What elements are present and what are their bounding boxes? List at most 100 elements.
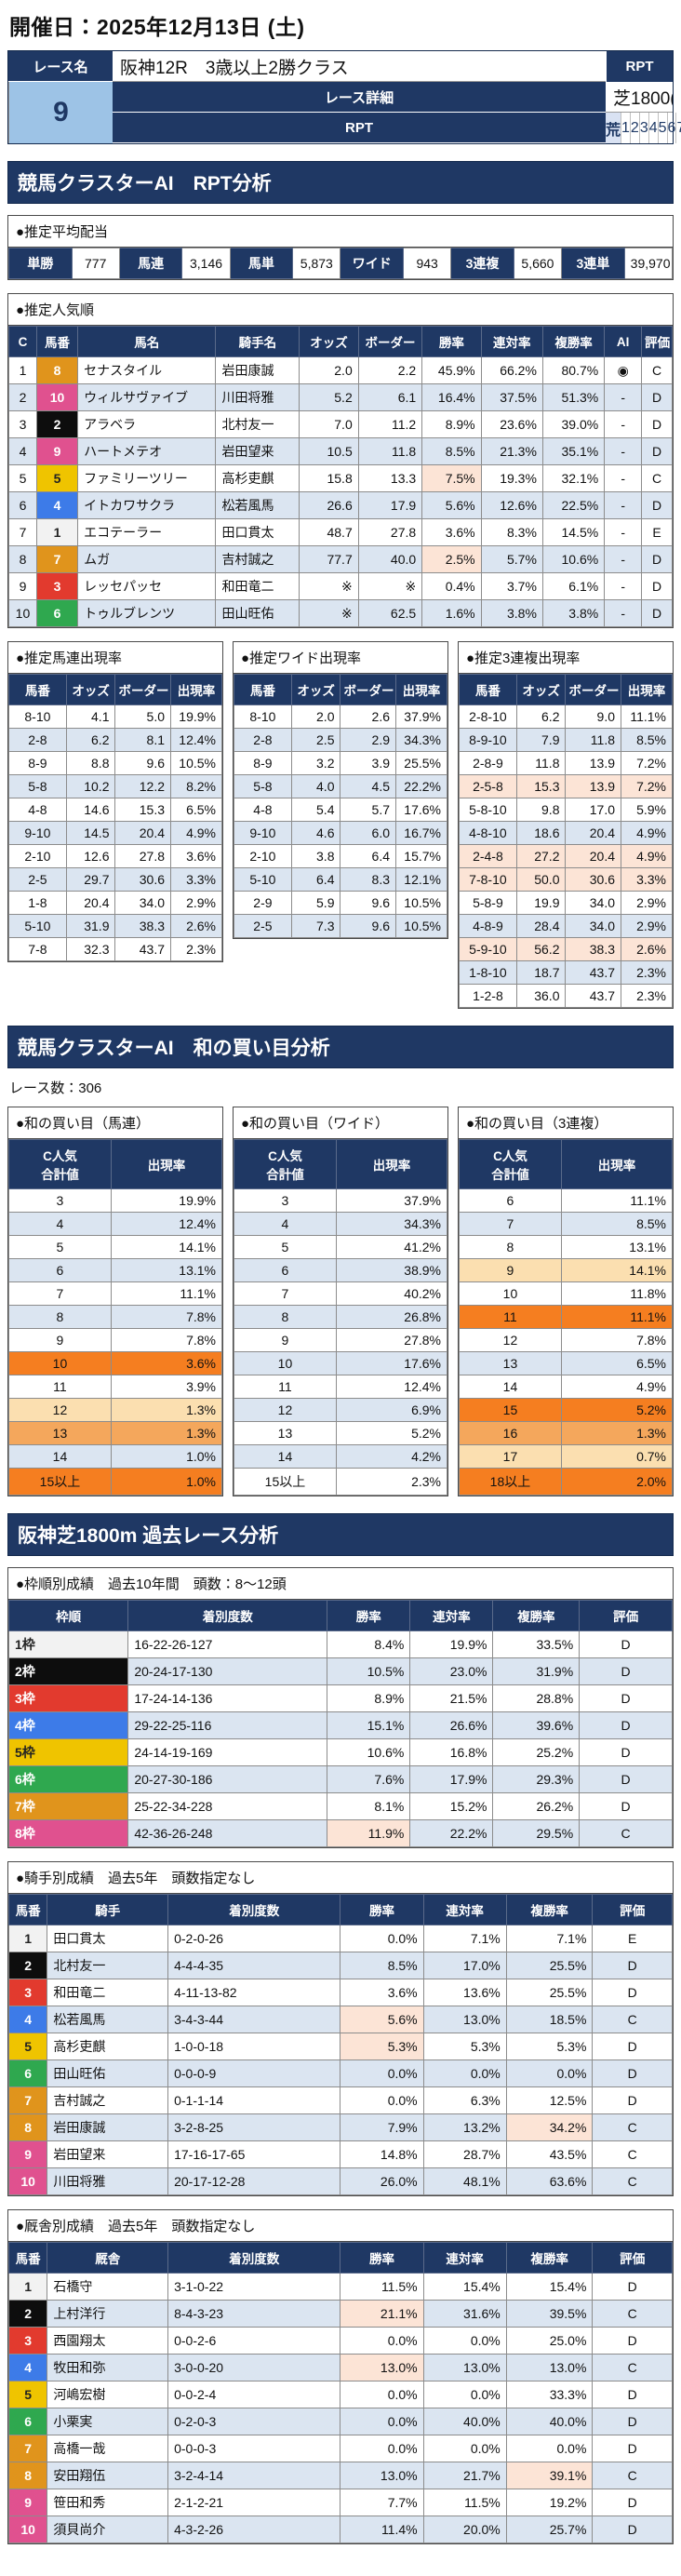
occurrence-row: 2-8 6.2 8.1 12.4% bbox=[8, 728, 222, 752]
rate-value: 3.3% bbox=[170, 867, 222, 892]
jockey-name: 高杉吏麒 bbox=[215, 464, 300, 492]
column-header: 馬番 bbox=[234, 674, 292, 705]
combination: 2-10 bbox=[8, 844, 67, 868]
combination: 2-10 bbox=[234, 844, 292, 868]
column-header: 勝率 bbox=[340, 2242, 424, 2274]
wa-row: 12 1.3% bbox=[8, 1398, 223, 1422]
odds-value: 2.0 bbox=[299, 356, 359, 384]
horse-number-badge: 2 bbox=[35, 410, 79, 438]
horse-name: ハートメテオ bbox=[77, 437, 217, 465]
column-header: 着別度数 bbox=[167, 1894, 341, 1925]
odds-value: 14.6 bbox=[65, 798, 116, 822]
column-header: オッズ bbox=[515, 674, 567, 705]
payout-box: ●推定平均配当 単勝 777 馬連 3,146 馬単 5,873 ワイド 943 3連複 5,66… bbox=[7, 215, 674, 280]
finish-record: 3-2-4-14 bbox=[167, 2462, 341, 2489]
border-value: 11.8 bbox=[357, 437, 423, 465]
sum-value: 17 bbox=[459, 1444, 562, 1469]
sum-value: 15以上 bbox=[8, 1468, 112, 1496]
frame-label: 2枠 bbox=[7, 1657, 129, 1685]
place2-rate: 0.0% bbox=[422, 2381, 507, 2408]
column-header: ボーダー bbox=[565, 674, 622, 705]
horse-number-badge: 1 bbox=[7, 2273, 48, 2301]
border-value: 11.2 bbox=[357, 410, 423, 438]
evaluation: D bbox=[641, 491, 673, 519]
payout-label: 馬連 bbox=[118, 248, 183, 279]
jockey-name: 吉村誠之 bbox=[215, 545, 300, 573]
rate-value: 7.8% bbox=[110, 1305, 223, 1329]
frame-row: 4枠 29-22-25-116 15.1% 26.6% 39.6% D bbox=[7, 1711, 673, 1739]
win-rate: 2.5% bbox=[421, 545, 482, 573]
odds-value: 20.4 bbox=[65, 891, 116, 915]
finish-record: 42-36-26-248 bbox=[127, 1819, 328, 1847]
stable-results-box: ●厩舎別成績 過去5年 頭数指定なし 馬番 厩舎 着別度数 勝率 連対率 複勝率 評価 1 石橋… bbox=[7, 2209, 674, 2544]
frame-label: 4枠 bbox=[7, 1711, 129, 1739]
ai-mark: - bbox=[604, 437, 643, 465]
wa-row: 15以上 2.3% bbox=[234, 1468, 448, 1496]
evaluation: D bbox=[641, 545, 673, 573]
place2-rate: 19.9% bbox=[409, 1630, 494, 1658]
win-rate: 7.5% bbox=[421, 464, 482, 492]
payout-row: 単勝 777 馬連 3,146 馬単 5,873 ワイド 943 3連複 5,660 3連単 39,9… bbox=[8, 248, 674, 279]
win-rate: 0.0% bbox=[340, 2086, 424, 2114]
odds-value: 5.9 bbox=[290, 891, 341, 915]
stable-name: 須貝尚介 bbox=[47, 2516, 169, 2543]
occurrence-row: 2-10 12.6 27.8 3.6% bbox=[8, 844, 222, 868]
horse-number-badge: 8 bbox=[35, 356, 79, 384]
rate-value: 1.0% bbox=[110, 1468, 223, 1496]
rate-value: 17.6% bbox=[395, 798, 447, 822]
header-row: 馬番 オッズ ボーダー 出現率 bbox=[8, 674, 222, 705]
finish-record: 17-16-17-65 bbox=[167, 2140, 341, 2168]
wa-row: 4 34.3% bbox=[234, 1212, 448, 1236]
ai-mark: - bbox=[604, 545, 643, 573]
evaluation: D bbox=[592, 2408, 673, 2435]
border-value: 9.6 bbox=[114, 751, 172, 775]
rate-value: 14.1% bbox=[560, 1258, 674, 1282]
evaluation: D bbox=[641, 437, 673, 465]
place3-rate: 10.6% bbox=[541, 545, 606, 573]
occurrence-row: 5-8-10 9.8 17.0 5.9% bbox=[459, 798, 673, 822]
border-value: 17.0 bbox=[565, 798, 622, 822]
win-rate: 1.6% bbox=[421, 599, 482, 627]
rate-value: 6.5% bbox=[170, 798, 222, 822]
ai-mark: ◉ bbox=[604, 356, 643, 384]
place3-rate: 3.8% bbox=[541, 599, 606, 627]
horse-number-badge: 3 bbox=[7, 2327, 48, 2355]
race-info-table: レース名 阪神12R 3歳以上2勝クラス RPT レース詳細 芝1800(右 外… bbox=[7, 50, 681, 144]
evaluation: D bbox=[592, 2516, 673, 2543]
border-value: 38.3 bbox=[114, 914, 172, 938]
rate-value: 13.1% bbox=[110, 1258, 223, 1282]
payout-label: 3連単 bbox=[561, 248, 625, 279]
rate-value: 3.3% bbox=[621, 867, 673, 892]
jockey-row: 7 吉村誠之 0-1-1-14 0.0% 6.3% 12.5% D bbox=[7, 2086, 673, 2114]
stable-row: 1 石橋守 3-1-0-22 11.5% 15.4% 15.4% D bbox=[7, 2273, 673, 2301]
win-rate: 7.7% bbox=[340, 2489, 424, 2516]
place2-rate: 21.7% bbox=[422, 2462, 507, 2489]
frame-label: 6枠 bbox=[7, 1765, 129, 1793]
wa-row: 18以上 2.0% bbox=[459, 1468, 674, 1496]
border-value: 9.6 bbox=[340, 891, 397, 915]
combination: 2-8 bbox=[234, 728, 292, 752]
horse-number-badge: 10 bbox=[7, 2516, 48, 2543]
place3-rate: 5.3% bbox=[505, 2033, 594, 2060]
finish-record: 3-4-3-44 bbox=[167, 2006, 341, 2033]
payout-value: 39,970 bbox=[623, 248, 674, 279]
evaluation: E bbox=[641, 518, 673, 546]
sum-value: 5 bbox=[234, 1235, 337, 1259]
wa-row: 4 12.4% bbox=[8, 1212, 223, 1236]
box-title: ●推定ワイド出現率 bbox=[234, 642, 447, 674]
place3-rate: 40.0% bbox=[505, 2408, 594, 2435]
header-row: C人気 合計値 出現率 bbox=[234, 1139, 448, 1189]
place2-rate: 23.6% bbox=[480, 410, 543, 438]
rate-value: 1.3% bbox=[110, 1421, 223, 1445]
combination: 1-2-8 bbox=[459, 984, 517, 1008]
wa-wide-table: C人気 合計値 出現率 3 37.9% 4 34.3% 5 41.2% 6 38.9% 7 40.2% 8… bbox=[234, 1139, 448, 1496]
win-rate: 5.3% bbox=[340, 2033, 424, 2060]
jockey-results-table: 馬番 騎手 着別度数 勝率 連対率 複勝率 評価 1 田口貫太 0-2-0-26 0.0% 7.1% 7… bbox=[7, 1894, 673, 2195]
column-header: AI bbox=[604, 326, 643, 357]
wa-row: ●和の買い目（馬連） C人気 合計値 出現率 3 19.9% 4 12.4% 5 14.1% 6 1… bbox=[7, 1107, 674, 1496]
sum-value: 9 bbox=[234, 1328, 337, 1352]
combination: 2-5-8 bbox=[459, 774, 517, 798]
column-header: 複勝率 bbox=[505, 2242, 594, 2274]
wa-row: 5 14.1% bbox=[8, 1235, 223, 1259]
finish-record: 2-1-2-21 bbox=[167, 2489, 341, 2516]
